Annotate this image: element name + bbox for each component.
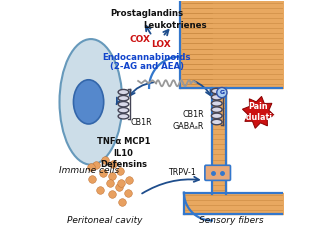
Ellipse shape xyxy=(74,80,104,124)
Ellipse shape xyxy=(211,119,222,125)
Ellipse shape xyxy=(211,88,222,94)
Ellipse shape xyxy=(211,95,222,100)
Text: Prostaglandins: Prostaglandins xyxy=(110,9,183,18)
FancyBboxPatch shape xyxy=(184,193,226,194)
Circle shape xyxy=(217,88,227,98)
Text: COX: COX xyxy=(130,35,151,44)
Ellipse shape xyxy=(118,102,129,107)
Text: CB1R
GABAₐR: CB1R GABAₐR xyxy=(172,110,204,131)
FancyBboxPatch shape xyxy=(180,1,212,88)
Text: LOX: LOX xyxy=(151,40,170,49)
Text: TRPV-1: TRPV-1 xyxy=(168,168,196,177)
Ellipse shape xyxy=(118,89,129,95)
Ellipse shape xyxy=(211,101,222,106)
Text: Sensory fibers: Sensory fibers xyxy=(199,216,264,225)
Ellipse shape xyxy=(211,107,222,112)
Text: Endocannabinoids: Endocannabinoids xyxy=(103,53,191,62)
Text: Immune cells: Immune cells xyxy=(60,166,120,175)
Text: Peritoneal cavity: Peritoneal cavity xyxy=(67,216,143,225)
Ellipse shape xyxy=(118,108,129,113)
FancyBboxPatch shape xyxy=(205,165,230,180)
Text: CB1R: CB1R xyxy=(131,118,153,127)
Text: Leukotrienes: Leukotrienes xyxy=(143,21,206,30)
Text: TNFα MCP1
IL10
Defensins: TNFα MCP1 IL10 Defensins xyxy=(97,137,150,169)
Ellipse shape xyxy=(60,39,122,165)
Polygon shape xyxy=(242,96,274,128)
Ellipse shape xyxy=(118,95,129,101)
Text: Pain
modulation: Pain modulation xyxy=(233,102,284,122)
Text: (2-AG and AEA): (2-AG and AEA) xyxy=(110,62,184,72)
Ellipse shape xyxy=(211,113,222,119)
Text: G: G xyxy=(219,90,224,95)
Ellipse shape xyxy=(118,114,129,119)
